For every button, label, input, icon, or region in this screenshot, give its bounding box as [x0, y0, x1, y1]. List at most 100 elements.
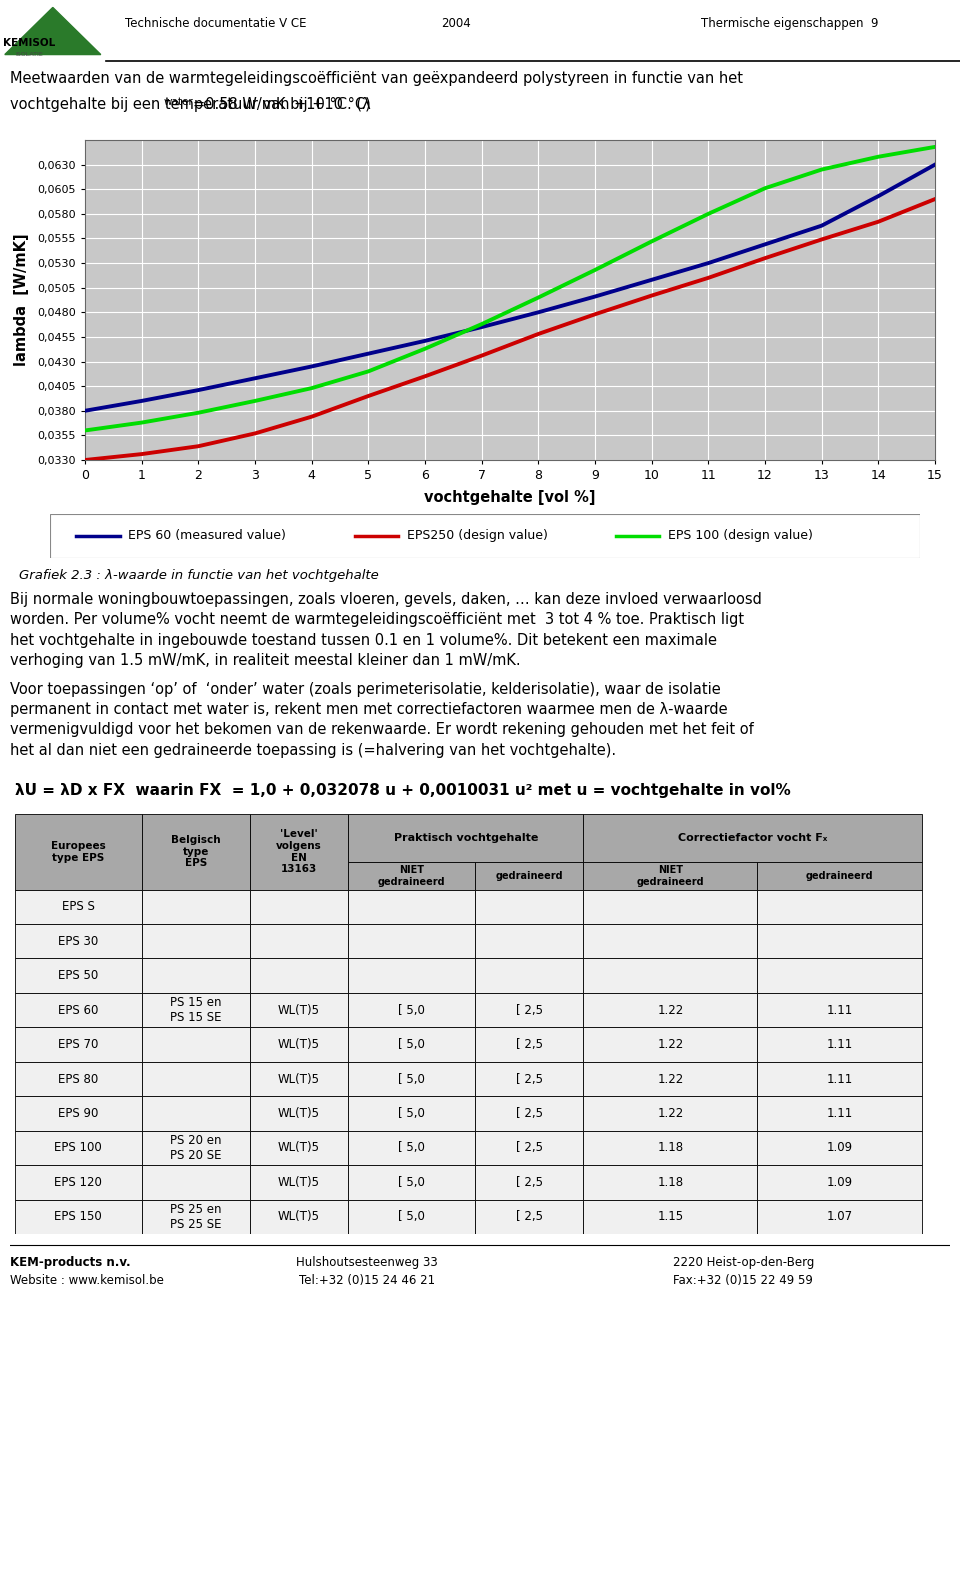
Text: =0.58 W/mK bij +10 °C): =0.58 W/mK bij +10 °C)	[193, 97, 372, 111]
Bar	[14, 1130, 142, 1165]
Bar	[475, 1097, 584, 1130]
Text: NIET
gedraineerd: NIET gedraineerd	[378, 864, 445, 887]
Text: [ 2,5: [ 2,5	[516, 1141, 542, 1154]
Text: Thermische eigenschappen  9: Thermische eigenschappen 9	[701, 18, 878, 30]
Bar	[757, 1062, 922, 1097]
Bar	[250, 1165, 348, 1199]
Text: worden. Per volume% vocht neemt de warmtegeleidingscoëfficiënt met  3 tot 4 % to: worden. Per volume% vocht neemt de warmt…	[10, 613, 744, 627]
Bar	[250, 1027, 348, 1062]
Text: [ 2,5: [ 2,5	[516, 1176, 542, 1189]
Text: 1.11: 1.11	[827, 1038, 852, 1051]
Text: Technische documentatie V CE: Technische documentatie V CE	[125, 18, 306, 30]
Text: 1.22: 1.22	[658, 1038, 684, 1051]
Bar	[475, 993, 584, 1027]
Text: 2220 Heist-op-den-Berg: 2220 Heist-op-den-Berg	[673, 1256, 814, 1269]
Bar	[757, 1165, 922, 1199]
Text: EPS250 (design value): EPS250 (design value)	[407, 530, 547, 543]
Bar	[250, 1130, 348, 1165]
Bar	[14, 1097, 142, 1130]
Bar	[14, 1062, 142, 1097]
Text: Grafiek 2.3 : λ-waarde in functie van het vochtgehalte: Grafiek 2.3 : λ-waarde in functie van he…	[19, 568, 379, 581]
Bar	[348, 1165, 475, 1199]
Bar	[14, 814, 142, 890]
Text: WL(T)5: WL(T)5	[278, 1106, 320, 1119]
Bar	[250, 1199, 348, 1234]
Bar	[348, 890, 475, 923]
Text: PS 20 en
PS 20 SE: PS 20 en PS 20 SE	[170, 1134, 222, 1162]
Text: gedraineerd: gedraineerd	[495, 871, 564, 880]
Bar	[142, 1027, 250, 1062]
Text: EPS 150: EPS 150	[55, 1210, 102, 1223]
Text: Europees
type EPS: Europees type EPS	[51, 841, 106, 863]
Bar	[250, 1062, 348, 1097]
Bar	[475, 923, 584, 958]
Bar	[14, 958, 142, 993]
X-axis label: vochtgehalte [vol %]: vochtgehalte [vol %]	[424, 490, 596, 505]
Bar	[14, 1165, 142, 1199]
Bar	[584, 814, 922, 863]
Bar	[14, 890, 142, 923]
Text: EPS 100: EPS 100	[55, 1141, 102, 1154]
Text: [ 5,0: [ 5,0	[398, 1106, 425, 1119]
Bar	[348, 958, 475, 993]
Bar	[475, 1165, 584, 1199]
Text: [ 5,0: [ 5,0	[398, 1003, 425, 1017]
Text: Bij normale woningbouwtoepassingen, zoals vloeren, gevels, daken, … kan deze inv: Bij normale woningbouwtoepassingen, zoal…	[10, 592, 762, 607]
Text: EPS 60: EPS 60	[58, 1003, 98, 1017]
Text: [ 5,0: [ 5,0	[398, 1073, 425, 1086]
Text: EPS 50: EPS 50	[58, 970, 98, 982]
Bar	[14, 1027, 142, 1062]
Bar	[142, 814, 250, 890]
Bar	[475, 958, 584, 993]
Text: WL(T)5: WL(T)5	[278, 1176, 320, 1189]
Bar	[142, 1165, 250, 1199]
Text: het vochtgehalte in ingebouwde toestand tussen 0.1 en 1 volume%. Dit betekent ee: het vochtgehalte in ingebouwde toestand …	[10, 632, 717, 648]
Bar	[757, 890, 922, 923]
Text: WL(T)5: WL(T)5	[278, 1141, 320, 1154]
Bar	[584, 1199, 757, 1234]
Bar	[475, 1130, 584, 1165]
Text: PS 15 en
PS 15 SE: PS 15 en PS 15 SE	[170, 997, 222, 1024]
Bar	[348, 1062, 475, 1097]
Text: EPS 60 (measured value): EPS 60 (measured value)	[129, 530, 286, 543]
Bar	[757, 1097, 922, 1130]
Bar	[584, 958, 757, 993]
Bar	[250, 890, 348, 923]
Text: 1.22: 1.22	[658, 1003, 684, 1017]
Bar	[348, 1027, 475, 1062]
Text: EPS 30: EPS 30	[58, 935, 98, 947]
Text: vochtgehalte bij een temperatuur van +10 °C. (λ: vochtgehalte bij een temperatuur van +10…	[10, 97, 371, 111]
Text: Voor toepassingen ‘op’ of  ‘onder’ water (zoals perimeterisolatie, kelderisolati: Voor toepassingen ‘op’ of ‘onder’ water …	[10, 681, 721, 697]
Bar	[348, 863, 475, 890]
Bar	[584, 1027, 757, 1062]
Bar	[142, 1062, 250, 1097]
Text: WL(T)5: WL(T)5	[278, 1038, 320, 1051]
Text: 1.09: 1.09	[827, 1176, 852, 1189]
Bar	[475, 1062, 584, 1097]
Text: ▲: ▲	[45, 19, 60, 37]
Bar	[475, 1199, 584, 1234]
Text: EPS 70: EPS 70	[58, 1038, 98, 1051]
Bar	[584, 863, 757, 890]
Text: [ 2,5: [ 2,5	[516, 1038, 542, 1051]
Bar	[348, 1130, 475, 1165]
Text: [ 2,5: [ 2,5	[516, 1106, 542, 1119]
Text: WL(T)5: WL(T)5	[278, 1210, 320, 1223]
Bar	[142, 1130, 250, 1165]
Y-axis label: lambda  [W/mK]: lambda [W/mK]	[13, 234, 29, 366]
Bar	[348, 814, 584, 863]
Bar	[757, 993, 922, 1027]
Bar	[584, 993, 757, 1027]
Text: λU = λD x FX  waarin FX  = 1,0 + 0,032078 u + 0,0010031 u² met u = vochtgehalte : λU = λD x FX waarin FX = 1,0 + 0,032078 …	[14, 783, 790, 798]
Text: [ 2,5: [ 2,5	[516, 1210, 542, 1223]
Bar	[757, 863, 922, 890]
Bar	[250, 1097, 348, 1130]
Text: het al dan niet een gedraineerde toepassing is (=halvering van het vochtgehalte): het al dan niet een gedraineerde toepass…	[10, 743, 616, 758]
Text: 1.11: 1.11	[827, 1003, 852, 1017]
Bar	[475, 890, 584, 923]
Text: water: water	[163, 97, 193, 107]
Text: 1.18: 1.18	[658, 1141, 684, 1154]
Text: Praktisch vochtgehalte: Praktisch vochtgehalte	[394, 833, 539, 844]
Text: verhoging van 1.5 mW/mK, in realiteit meestal kleiner dan 1 mW/mK.: verhoging van 1.5 mW/mK, in realiteit me…	[10, 653, 520, 667]
Bar	[142, 1199, 250, 1234]
